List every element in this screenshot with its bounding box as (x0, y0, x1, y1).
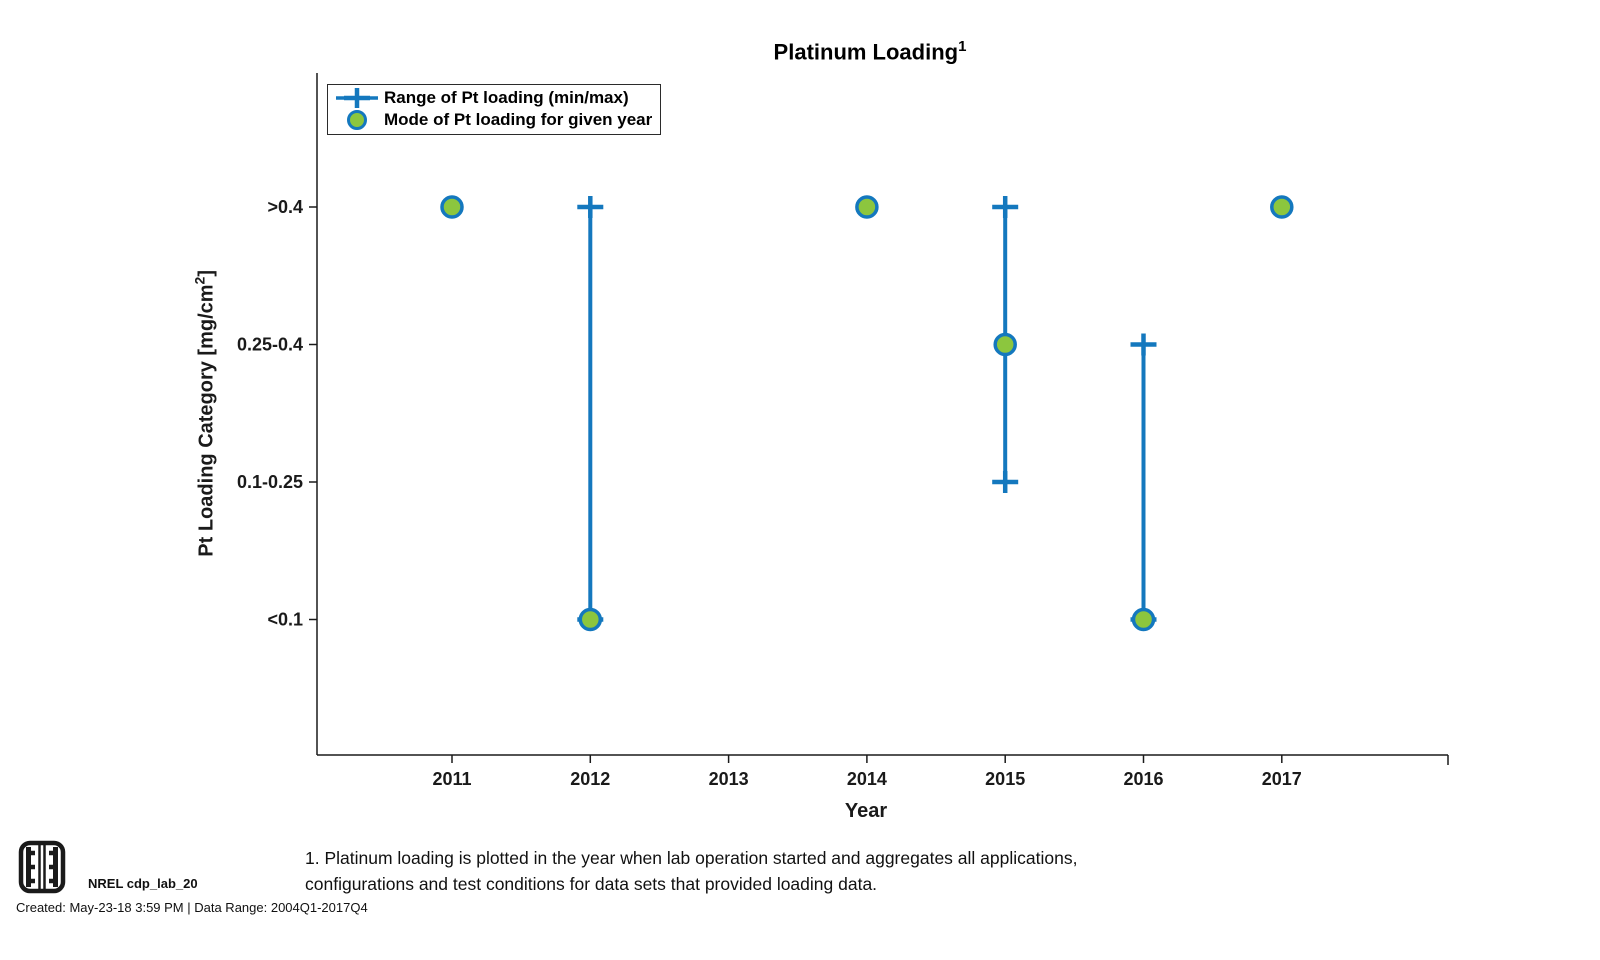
x-tick-label-2015: 2015 (985, 769, 1025, 789)
x-tick-label-2012: 2012 (570, 769, 610, 789)
y-axis-title-bracket: ] (195, 269, 218, 277)
mode-marker-2014 (855, 195, 879, 219)
y-tick-label-0: <0.1 (267, 610, 303, 630)
legend-label-range: Range of Pt loading (min/max) (384, 88, 629, 107)
legend-item-range: Range of Pt loading (min/max) (334, 87, 652, 109)
chart-title-text: Platinum Loading (773, 39, 959, 65)
mode-marker-2016 (1131, 607, 1156, 632)
mode-marker-2012 (578, 607, 603, 632)
range-marker-icon (336, 88, 378, 108)
legend-item-mode: Mode of Pt loading for given year (334, 109, 652, 131)
y-tick-label-3: >0.4 (267, 197, 303, 217)
footnote: 1. Platinum loading is plotted in the ye… (305, 845, 1077, 897)
y-tick-label-2: 0.25-0.4 (237, 335, 303, 355)
y-axis-title-superscript: 2 (191, 276, 208, 285)
mode-marker-2015 (993, 332, 1017, 357)
y-axis-title: Pt Loading Category [mg/cm2] (192, 33, 219, 793)
x-tick-label-2017: 2017 (1262, 769, 1302, 789)
chart-title: Platinum Loading1 (317, 38, 1423, 65)
footnote-line-1: 1. Platinum loading is plotted in the ye… (305, 848, 1078, 868)
y-axis-title-text: Pt Loading Category [mg/cm (195, 284, 218, 557)
legend-label-mode: Mode of Pt loading for given year (384, 110, 653, 129)
mode-marker-icon (347, 110, 367, 130)
x-tick-label-2013: 2013 (709, 769, 749, 789)
x-tick-label-2014: 2014 (847, 769, 887, 789)
y-tick-label-1: 0.1-0.25 (237, 472, 303, 492)
footer-label: NREL cdp_lab_20 (88, 876, 198, 891)
footnote-line-2: configurations and test conditions for d… (305, 874, 878, 894)
x-tick-label-2011: 2011 (432, 769, 471, 789)
x-tick-label-2016: 2016 (1123, 769, 1163, 789)
legend: Range of Pt loading (min/max) Mode of Pt… (327, 84, 662, 135)
mode-marker-2011 (440, 195, 464, 219)
mode-marker-2017 (1270, 195, 1294, 219)
fuel-cell-stack-logo-icon (18, 840, 66, 894)
footer-created-line: Created: May-23-18 3:59 PM | Data Range:… (16, 900, 368, 915)
x-axis-title: Year (844, 800, 888, 822)
chart-title-superscript: 1 (958, 38, 967, 55)
